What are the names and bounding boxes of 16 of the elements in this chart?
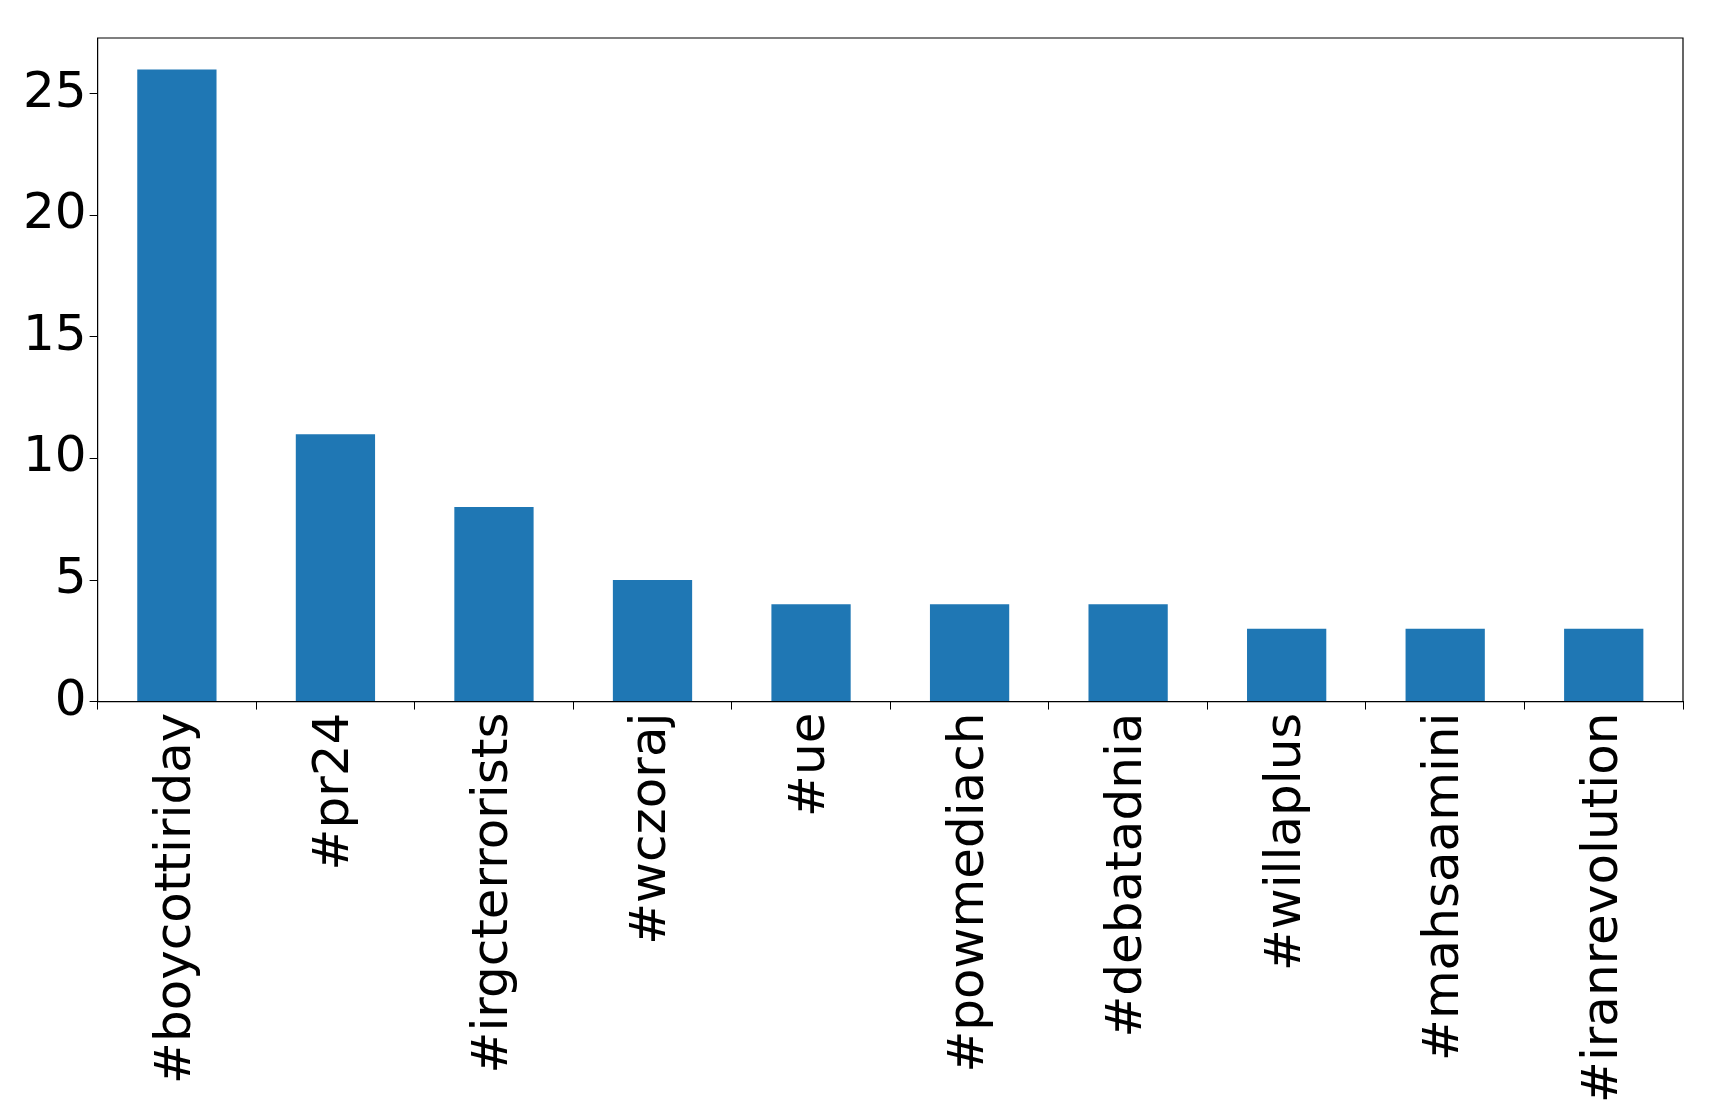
x-tick-label: #irgcterrorists <box>460 712 519 1074</box>
y-tick-label: 5 <box>54 547 87 606</box>
x-tick-label: #mahsaamini <box>1412 712 1471 1062</box>
y-tick-label: 15 <box>23 303 87 362</box>
x-tick-label: #willaplus <box>1253 712 1312 972</box>
x-tick-label: #ue <box>778 712 837 817</box>
x-tick-label: #wczoraj <box>619 712 678 945</box>
y-tick-label: 10 <box>23 425 87 484</box>
y-tick-label: 25 <box>23 60 87 119</box>
y-tick-label: 0 <box>54 668 87 727</box>
x-tick-label: #pr24 <box>302 712 361 871</box>
x-tick-label: #powmediach <box>936 712 995 1073</box>
y-tick-label: 20 <box>23 182 87 241</box>
x-tick-label: #boycottiriday <box>143 712 202 1084</box>
x-tick-label: #debatadnia <box>1095 712 1154 1038</box>
x-tick-label: #iranrevolution <box>1570 712 1629 1104</box>
